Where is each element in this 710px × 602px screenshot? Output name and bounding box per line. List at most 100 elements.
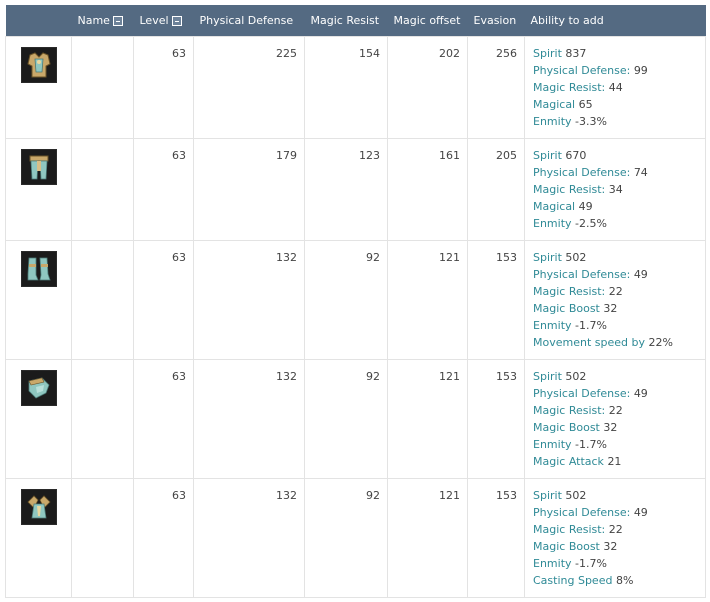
boots-icon[interactable]: [20, 251, 57, 287]
ability-stat: Magic Resist: 22: [533, 402, 705, 419]
ability-stat: Enmity -1.7%: [533, 317, 705, 334]
physical-defense-cell: 179: [193, 138, 305, 241]
evasion-cell: 205: [467, 138, 525, 241]
evasion-cell: 153: [467, 359, 525, 479]
column-header-icon: [5, 5, 72, 37]
ability-stat: Magic Attack 21: [533, 453, 705, 470]
ability-stat-value: 502: [565, 251, 587, 264]
icon-cell: [5, 240, 72, 360]
ability-stat: Magic Resist: 22: [533, 283, 705, 300]
chest-armor-icon[interactable]: [20, 47, 57, 83]
icon-cell: [5, 138, 72, 241]
ability-stat-label: Magic Boost: [533, 421, 600, 434]
ability-stat-label: Magic Resist:: [533, 81, 606, 94]
column-header-level[interactable]: Level: [133, 5, 194, 37]
ability-stat: Spirit 502: [533, 487, 705, 504]
ability-stat: Enmity -1.7%: [533, 436, 705, 453]
column-header-physical-defense: Physical Defense: [193, 5, 305, 37]
ability-stat-value: -3.3%: [575, 115, 607, 128]
table-row: 63 225 154 202 256 Spirit 837 Physical De…: [5, 36, 706, 139]
ability-stat: Physical Defense: 49: [533, 504, 705, 521]
ability-stat-value: 32: [603, 302, 618, 315]
physical-defense-cell: 225: [193, 36, 305, 139]
name-cell: [71, 138, 134, 241]
physical-defense-cell: 132: [193, 240, 305, 360]
ability-stat-value: 49: [633, 268, 648, 281]
level-cell: 63: [133, 36, 194, 139]
ability-stat-label: Magic Resist:: [533, 404, 606, 417]
ability-stat-label: Enmity: [533, 438, 572, 451]
leg-armor-icon[interactable]: [20, 149, 57, 185]
magic-resist-cell: 92: [304, 240, 388, 360]
ability-stat-label: Spirit: [533, 489, 562, 502]
magic-offset-cell: 121: [387, 478, 468, 598]
ability-stat: Magic Resist: 22: [533, 521, 705, 538]
ability-stat: Physical Defense: 49: [533, 385, 705, 402]
ability-stat-value: 32: [603, 540, 618, 553]
ability-stat: Magical 65: [533, 96, 705, 113]
ability-cell: Spirit 837 Physical Defense: 99 Magic Resi…: [524, 36, 706, 139]
collapse-level-icon[interactable]: [171, 15, 182, 26]
column-header-ability: Ability to add: [524, 5, 706, 37]
name-cell: [71, 359, 134, 479]
ability-stat: Casting Speed 8%: [533, 572, 705, 589]
column-header-name[interactable]: Name: [71, 5, 134, 37]
magic-resist-cell: 92: [304, 359, 388, 479]
magic-resist-cell: 123: [304, 138, 388, 241]
gloves-icon[interactable]: [20, 370, 57, 406]
ability-cell: Spirit 670 Physical Defense: 74 Magic Resi…: [524, 138, 706, 241]
ability-stat: Spirit 670: [533, 147, 705, 164]
ability-stat-value: -1.7%: [575, 438, 607, 451]
ability-stat-value: 502: [565, 489, 587, 502]
ability-stat-value: 22%: [648, 336, 673, 349]
evasion-cell: 153: [467, 478, 525, 598]
ability-stat-value: 44: [608, 81, 623, 94]
ability-stat-label: Magic Boost: [533, 302, 600, 315]
column-header-evasion: Evasion: [467, 5, 525, 37]
level-cell: 63: [133, 138, 194, 241]
magic-offset-cell: 161: [387, 138, 468, 241]
icon-cell: [5, 359, 72, 479]
item-stats-table: Name Level Physical Defense Magic Resist…: [5, 5, 706, 598]
icon-cell: [5, 478, 72, 598]
physical-defense-cell: 132: [193, 359, 305, 479]
ability-stat-value: 670: [565, 149, 587, 162]
name-cell: [71, 240, 134, 360]
name-cell: [71, 36, 134, 139]
ability-stat: Movement speed by 22%: [533, 334, 705, 351]
ability-stat-value: 22: [608, 523, 623, 536]
ability-stat-label: Spirit: [533, 47, 562, 60]
evasion-cell: 153: [467, 240, 525, 360]
ability-stat-label: Spirit: [533, 370, 562, 383]
level-cell: 63: [133, 240, 194, 360]
ability-stat-value: 99: [633, 64, 648, 77]
ability-stat-value: 837: [565, 47, 587, 60]
ability-stat-label: Magic Attack: [533, 455, 604, 468]
ability-stat-value: 65: [578, 98, 593, 111]
ability-stat: Magic Boost 32: [533, 419, 705, 436]
table-header-row: Name Level Physical Defense Magic Resist…: [5, 5, 706, 37]
ability-stat: Magic Boost 32: [533, 300, 705, 317]
ability-stat: Physical Defense: 99: [533, 62, 705, 79]
level-cell: 63: [133, 478, 194, 598]
collapse-name-icon[interactable]: [112, 15, 123, 26]
ability-stat-label: Magical: [533, 200, 576, 213]
ability-stat-value: 8%: [615, 574, 634, 587]
ability-stat-label: Enmity: [533, 115, 572, 128]
ability-stat-value: 49: [633, 506, 648, 519]
ability-cell: Spirit 502 Physical Defense: 49 Magic Resi…: [524, 240, 706, 360]
ability-stat-label: Spirit: [533, 149, 562, 162]
ability-stat-label: Physical Defense:: [533, 268, 631, 281]
table-row: 63 132 92 121 153 Spirit 502 Physical Def…: [5, 240, 706, 360]
ability-stat-value: 21: [607, 455, 622, 468]
ability-stat: Physical Defense: 74: [533, 164, 705, 181]
table-row: 63 132 92 121 153 Spirit 502 Physical Def…: [5, 478, 706, 598]
magic-offset-cell: 121: [387, 240, 468, 360]
ability-stat: Magic Resist: 34: [533, 181, 705, 198]
ability-stat-label: Casting Speed: [533, 574, 613, 587]
column-header-magic-resist: Magic Resist: [304, 5, 388, 37]
shoulder-armor-icon[interactable]: [20, 489, 57, 525]
ability-stat-label: Magic Resist:: [533, 285, 606, 298]
ability-stat-label: Magic Boost: [533, 540, 600, 553]
ability-stat: Enmity -3.3%: [533, 113, 705, 130]
